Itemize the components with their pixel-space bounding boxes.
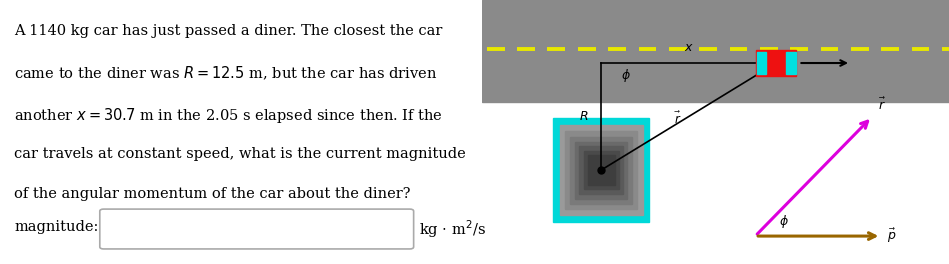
- Text: $x$: $x$: [684, 41, 694, 54]
- Bar: [566, 131, 637, 209]
- Text: $\vec{r}$: $\vec{r}$: [674, 111, 681, 127]
- Text: car travels at constant speed, what is the current magnitude: car travels at constant speed, what is t…: [14, 147, 466, 161]
- Text: $\vec{p}$: $\vec{p}$: [887, 227, 897, 245]
- Text: of the angular momentum of the car about the diner?: of the angular momentum of the car about…: [14, 187, 411, 201]
- Text: $\vec{r}$: $\vec{r}$: [878, 96, 885, 113]
- Bar: [560, 125, 642, 215]
- Text: came to the diner was $R = 12.5$ m, but the car has driven: came to the diner was $R = 12.5$ m, but …: [14, 65, 437, 82]
- Bar: [482, 0, 949, 102]
- Bar: [787, 53, 795, 74]
- Bar: [553, 118, 649, 222]
- FancyBboxPatch shape: [100, 209, 414, 249]
- Text: $R$: $R$: [579, 110, 588, 123]
- Text: magnitude:: magnitude:: [14, 220, 99, 234]
- Text: another $x = 30.7$ m in the 2.05 s elapsed since then. If the: another $x = 30.7$ m in the 2.05 s elaps…: [14, 106, 443, 125]
- Text: kg $\cdot$ m$^2$/s: kg $\cdot$ m$^2$/s: [419, 218, 487, 240]
- Bar: [587, 155, 615, 185]
- Text: $\phi$: $\phi$: [621, 67, 630, 84]
- Text: $\phi$: $\phi$: [779, 213, 790, 230]
- Bar: [584, 151, 619, 189]
- Bar: [570, 136, 632, 204]
- Text: A 1140 kg car has just passed a diner. The closest the car: A 1140 kg car has just passed a diner. T…: [14, 24, 443, 38]
- Bar: [756, 50, 796, 76]
- Bar: [757, 53, 766, 74]
- Bar: [575, 142, 627, 199]
- Bar: [580, 147, 623, 194]
